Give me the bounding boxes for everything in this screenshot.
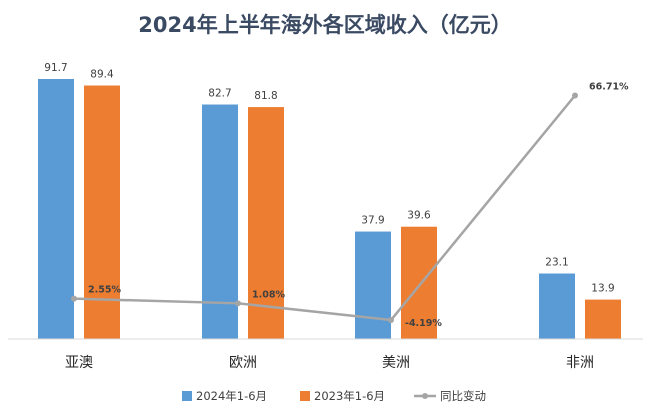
line-point — [388, 317, 394, 323]
line-value-label: 2.55% — [88, 285, 121, 296]
legend-label: 2024年1-6月 — [196, 389, 267, 403]
category-label: 美洲 — [382, 355, 410, 371]
bar-value-label: 23.1 — [545, 257, 568, 269]
bar-series1-1 — [202, 104, 238, 339]
category-label: 非洲 — [566, 355, 594, 371]
line-value-label: 66.71% — [589, 82, 629, 93]
bar-series1-0 — [38, 79, 74, 339]
bar-series2-2 — [401, 226, 437, 339]
line-value-label: 1.08% — [252, 289, 285, 300]
legend-swatch-marker — [422, 393, 428, 399]
category-label: 亚澳 — [65, 355, 93, 371]
line-value-label: -4.19% — [405, 318, 442, 329]
legend-label: 同比变动 — [440, 389, 486, 403]
bar-layer — [38, 79, 621, 339]
bar-value-label: 37.9 — [361, 215, 384, 227]
line-point — [235, 300, 241, 307]
line-point — [572, 92, 578, 99]
bar-series2-3 — [585, 299, 621, 339]
category-label: 欧洲 — [229, 355, 257, 371]
bar-value-label: 39.6 — [407, 210, 431, 222]
category-axis: 亚澳 欧洲 美洲 非洲 — [65, 355, 594, 371]
bar-value-label: 81.8 — [254, 90, 277, 102]
legend-label: 2023年1-6月 — [314, 389, 385, 403]
line-series-layer — [71, 92, 578, 323]
bar-value-label: 13.9 — [591, 283, 614, 295]
line-series-path — [73, 94, 576, 322]
bar-value-label: 91.7 — [44, 62, 67, 74]
legend: 2024年1-6月 2023年1-6月 同比变动 — [182, 389, 486, 403]
chart-title: 2024年上半年海外各区域收入（亿元） — [138, 13, 511, 37]
legend-swatch — [300, 391, 310, 401]
bar-series2-1 — [248, 107, 284, 339]
legend-swatch — [182, 391, 192, 401]
bar-value-label: 89.4 — [90, 69, 114, 81]
bar-series1-3 — [539, 273, 575, 339]
bar-series2-0 — [84, 85, 120, 339]
label-layer: 91.7 89.4 82.7 81.8 37.9 39.6 23.1 13.9 2.55% 1.0… — [44, 62, 629, 329]
line-point — [71, 295, 77, 302]
bar-series1-2 — [355, 231, 391, 339]
bar-value-label: 82.7 — [208, 88, 231, 100]
